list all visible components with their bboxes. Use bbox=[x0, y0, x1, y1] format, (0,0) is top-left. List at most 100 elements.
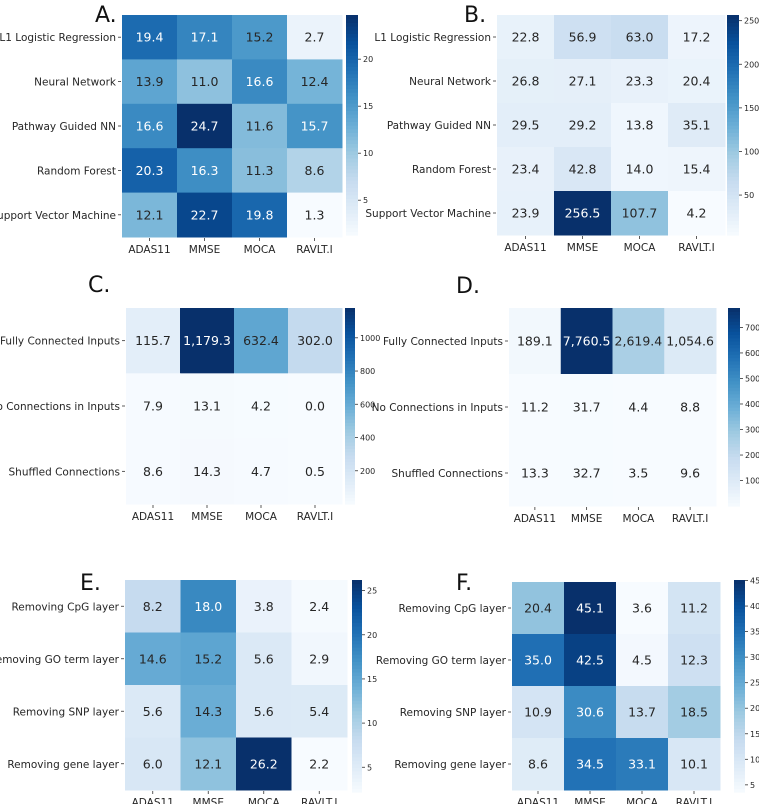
colorbar-segment bbox=[727, 180, 739, 185]
column-label: ADAS11 bbox=[517, 797, 559, 804]
cell-value: 2.7 bbox=[305, 30, 325, 45]
colorbar-segment bbox=[734, 625, 745, 631]
colorbar-segment bbox=[734, 657, 745, 662]
colorbar-segment bbox=[352, 633, 362, 638]
cell-value: 16.6 bbox=[136, 119, 164, 134]
colorbar-segment bbox=[734, 700, 745, 705]
colorbar-segment bbox=[728, 502, 740, 507]
colorbar-segment bbox=[352, 760, 362, 765]
colorbar-segment bbox=[734, 686, 745, 691]
heatmap-cell bbox=[126, 373, 181, 440]
colorbar-segment bbox=[728, 314, 740, 319]
colorbar-segment bbox=[346, 99, 358, 104]
colorbar-segment bbox=[734, 731, 745, 737]
colorbar-segment bbox=[734, 629, 745, 634]
column-label: ADAS11 bbox=[504, 242, 546, 254]
heatmap-panel-e: E. 8.2 18.0 3.8 2.4 Removing CpG layer 14.6 15.… bbox=[0, 571, 377, 804]
column-label: RAVLT.I bbox=[678, 242, 715, 254]
colorbar-segment bbox=[728, 430, 740, 434]
cell-value: 189.1 bbox=[517, 334, 553, 349]
colorbar-segment bbox=[728, 476, 740, 481]
column-label: RAVLT.I bbox=[676, 797, 713, 804]
colorbar-segment bbox=[728, 423, 740, 428]
column-label: MMSE bbox=[191, 511, 222, 523]
colorbar-segment bbox=[734, 728, 745, 733]
colorbar-segment bbox=[346, 169, 358, 174]
cell-value: 10.9 bbox=[524, 705, 552, 720]
cell-value: 63.0 bbox=[626, 30, 654, 45]
colorbar-segment bbox=[734, 601, 745, 606]
colorbar-segment bbox=[346, 125, 358, 130]
colorbar-segment bbox=[345, 428, 355, 433]
colorbar-segment bbox=[734, 661, 745, 666]
colorbar-segment bbox=[734, 611, 745, 616]
colorbar-segment bbox=[728, 327, 740, 332]
colorbar-segment bbox=[727, 92, 739, 97]
colorbar-segment bbox=[728, 433, 740, 438]
heatmap-cell bbox=[512, 686, 565, 739]
colorbar-segment bbox=[346, 143, 358, 148]
colorbar-segment bbox=[346, 213, 358, 218]
colorbar-tick-label: 10 bbox=[367, 719, 377, 728]
column-label: MMSE bbox=[189, 244, 220, 256]
cell-value: 5.6 bbox=[143, 704, 163, 719]
colorbar-segment bbox=[727, 84, 739, 89]
colorbar-tick-label: 5 bbox=[750, 781, 755, 790]
heatmap-panel-f: F. 20.4 45.1 3.6 11.2 Removing CpG layer 35.0 4… bbox=[376, 571, 759, 804]
colorbar-segment bbox=[346, 48, 358, 53]
column-label: ADAS11 bbox=[514, 513, 556, 525]
colorbar-segment bbox=[352, 640, 362, 645]
colorbar-segment bbox=[728, 354, 740, 359]
heatmap-cell bbox=[232, 59, 288, 105]
colorbar-segment bbox=[734, 770, 745, 775]
cell-value: 10.1 bbox=[680, 757, 708, 772]
colorbar-segment bbox=[734, 615, 745, 620]
column-label: MMSE bbox=[567, 242, 598, 254]
colorbar-segment bbox=[728, 492, 740, 497]
colorbar-segment bbox=[728, 350, 740, 355]
cell-value: 14.0 bbox=[626, 162, 654, 177]
cell-value: 4.5 bbox=[632, 653, 652, 668]
colorbar-segment bbox=[734, 774, 745, 779]
heatmap-cell bbox=[180, 685, 237, 738]
colorbar-segment bbox=[346, 172, 358, 177]
colorbar-segment bbox=[345, 379, 355, 384]
colorbar-segment bbox=[734, 675, 745, 680]
colorbar-segment bbox=[734, 664, 745, 669]
cell-value: 19.8 bbox=[246, 207, 274, 222]
cell-value: 15.2 bbox=[246, 30, 274, 45]
colorbar-segment bbox=[352, 689, 362, 694]
heatmap-cell bbox=[668, 738, 721, 791]
colorbar-segment bbox=[728, 440, 740, 444]
colorbar-segment bbox=[352, 594, 362, 599]
cell-value: 32.7 bbox=[573, 466, 601, 481]
colorbar-segment bbox=[727, 15, 739, 20]
row-label: Fully Connected Inputs bbox=[0, 336, 120, 348]
colorbar-segment bbox=[345, 500, 355, 505]
colorbar-segment bbox=[727, 62, 739, 67]
heatmap-panel-d: D. 189.1 7,760.5 2,619.4 1,054.6 Fully Connec… bbox=[372, 274, 759, 525]
column-label: MMSE bbox=[571, 513, 602, 525]
colorbar-segment bbox=[727, 143, 739, 148]
heatmap-cell bbox=[664, 374, 717, 441]
colorbar-segment bbox=[727, 183, 739, 188]
colorbar-segment bbox=[352, 774, 362, 779]
colorbar-segment bbox=[727, 81, 739, 86]
colorbar-segment bbox=[346, 22, 358, 27]
colorbar-segment bbox=[727, 158, 739, 163]
colorbar-segment bbox=[346, 165, 358, 170]
colorbar-segment bbox=[345, 432, 355, 436]
column-label: ADAS11 bbox=[132, 511, 174, 523]
cell-value: 8.6 bbox=[305, 163, 325, 178]
column-label: ADAS11 bbox=[132, 797, 174, 804]
colorbar-segment bbox=[346, 231, 358, 236]
colorbar-segment bbox=[728, 443, 740, 448]
cell-value: 18.0 bbox=[194, 599, 222, 614]
colorbar-segment bbox=[346, 202, 358, 207]
colorbar-segment bbox=[345, 422, 355, 427]
colorbar-segment bbox=[734, 689, 745, 694]
colorbar-segment bbox=[346, 70, 358, 75]
colorbar-segment bbox=[728, 413, 740, 418]
colorbar-segment bbox=[352, 710, 362, 715]
